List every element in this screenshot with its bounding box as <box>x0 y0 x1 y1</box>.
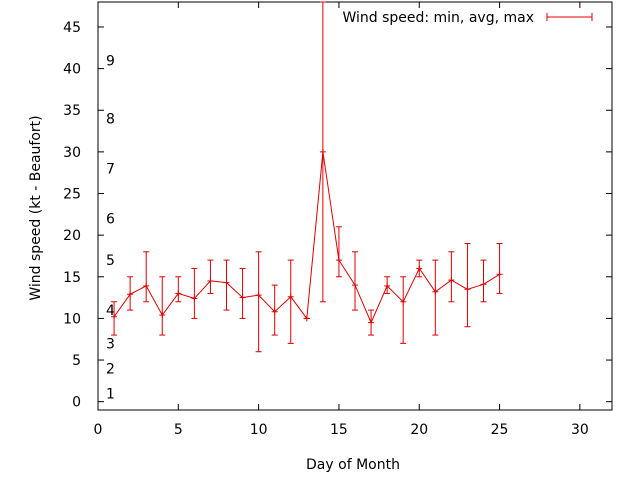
y-tick-label: 20 <box>63 228 81 244</box>
y-tick-label: 0 <box>72 395 81 411</box>
y-tick-label: 45 <box>63 20 81 36</box>
beaufort-label: 7 <box>106 162 115 178</box>
x-tick-label: 0 <box>94 422 103 438</box>
beaufort-label: 2 <box>106 361 115 377</box>
series-line <box>113 151 500 324</box>
beaufort-label: 4 <box>106 303 115 319</box>
y-tick-label: 10 <box>63 311 81 327</box>
x-tick-label: 30 <box>571 422 589 438</box>
legend: Wind speed: min, avg, max <box>342 10 593 26</box>
x-axis-title: Day of Month <box>306 457 400 473</box>
beaufort-label: 1 <box>106 386 115 402</box>
beaufort-label: 8 <box>106 112 115 128</box>
beaufort-label: 9 <box>106 53 115 69</box>
beaufort-label: 6 <box>106 211 115 227</box>
plot-frame <box>97 1 613 411</box>
x-tick-label: 20 <box>410 422 428 438</box>
y-tick-label: 5 <box>72 353 81 369</box>
y-tick-label: 25 <box>63 187 81 203</box>
y-tick-label: 40 <box>63 62 81 78</box>
x-tick-label: 10 <box>250 422 268 438</box>
beaufort-label: 5 <box>106 253 115 269</box>
y-tick-label: 35 <box>63 103 81 119</box>
y-axis-title: Wind speed (kt - Beaufort) <box>28 115 44 300</box>
legend-series-label: Wind speed: min, avg, max <box>342 10 534 26</box>
y-tick-label: 15 <box>63 270 81 286</box>
beaufort-label: 3 <box>106 336 115 352</box>
x-tick-label: 15 <box>330 422 348 438</box>
x-tick-label: 25 <box>491 422 509 438</box>
series-group <box>111 1 503 353</box>
y-tick-label: 30 <box>63 145 81 161</box>
beaufort-scale: 1 2 3 4 5 6 7 8 9 <box>106 53 115 402</box>
x-tick-label: 5 <box>174 422 183 438</box>
